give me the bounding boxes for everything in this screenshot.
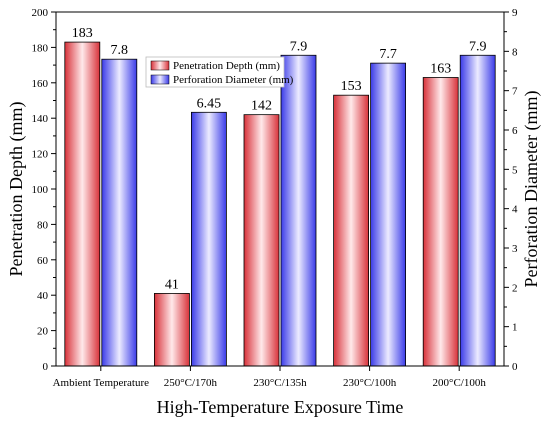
data-label-perforation-diameter: 7.7	[379, 47, 397, 62]
bar-perforation-diameter	[459, 54, 496, 367]
right-tick-label: 7	[512, 86, 518, 98]
left-tick-label: 0	[43, 361, 49, 373]
x-tick-label: 250°C/170h	[164, 377, 218, 389]
right-tick-label: 3	[512, 243, 518, 255]
data-label-perforation-diameter: 7.8	[111, 43, 129, 58]
right-tick-label: 0	[512, 361, 518, 373]
data-labels-layer: 183 7.8 41 6.45 142 7.9 153 7.7 163 7.9	[72, 26, 487, 292]
x-tick-label: Ambient Temperature	[53, 377, 150, 389]
bar-perforation-diameter	[280, 54, 317, 367]
x-axis-title: High-Temperature Exposure Time	[157, 397, 404, 417]
left-tick-label: 160	[32, 78, 49, 90]
right-tick-label: 9	[512, 7, 518, 19]
data-label-perforation-diameter: 7.9	[290, 39, 308, 54]
legend-swatch-penetration-depth	[150, 60, 170, 71]
left-tick-label: 180	[32, 42, 49, 54]
data-label-penetration-depth: 163	[430, 61, 451, 76]
right-tick-label: 5	[512, 164, 518, 176]
data-label-penetration-depth: 142	[251, 99, 272, 114]
x-tick-label: 200°C/100h	[433, 377, 487, 389]
legend-label-penetration-depth: Penetration Depth (mm)	[173, 60, 280, 72]
right-tick-label: 6	[512, 125, 518, 137]
y2-axis-title: Perforation Diameter (mm)	[521, 91, 542, 288]
right-tick-label: 1	[512, 322, 518, 334]
data-label-penetration-depth: 41	[165, 277, 179, 292]
y-axis-title: Penetration Depth (mm)	[6, 102, 27, 277]
legend: Penetration Depth (mm) Perforation Diame…	[145, 56, 294, 88]
right-tick-label: 2	[512, 282, 518, 294]
x-axis-ticks: Ambient Temperature 250°C/170h 230°C/135h 2…	[53, 366, 487, 389]
left-tick-label: 120	[32, 149, 49, 161]
bar-perforation-diameter	[370, 62, 407, 367]
left-tick-label: 200	[32, 7, 49, 19]
left-tick-label: 40	[37, 290, 49, 302]
right-axis-ticks: 0 1 2 3 4 5 6 7 8 9	[504, 7, 518, 373]
data-label-penetration-depth: 153	[341, 79, 362, 94]
left-tick-label: 80	[37, 219, 49, 231]
bar-perforation-diameter	[101, 58, 138, 367]
legend-label-perforation-diameter: Perforation Diameter (mm)	[173, 74, 294, 86]
bar-penetration-depth	[422, 77, 459, 367]
bar-penetration-depth	[243, 114, 280, 367]
bars-layer	[64, 41, 496, 367]
x-tick-label: 230°C/100h	[343, 377, 397, 389]
left-tick-label: 60	[37, 255, 49, 267]
bar-penetration-depth	[153, 293, 190, 367]
data-label-penetration-depth: 183	[72, 26, 93, 41]
left-axis-ticks: 0 20 40 60 80 100 120 140 160 180 200	[32, 7, 56, 373]
bar-penetration-depth	[64, 41, 101, 367]
bar-penetration-depth	[333, 94, 370, 367]
right-tick-label: 4	[512, 204, 518, 216]
right-tick-label: 8	[512, 46, 518, 58]
legend-swatch-perforation-diameter	[150, 74, 170, 85]
left-tick-label: 20	[37, 326, 49, 338]
left-tick-label: 140	[32, 113, 49, 125]
data-label-perforation-diameter: 6.45	[197, 96, 222, 111]
x-tick-label: 230°C/135h	[253, 377, 307, 389]
left-tick-label: 100	[32, 184, 49, 196]
data-label-perforation-diameter: 7.9	[469, 39, 487, 54]
bar-perforation-diameter	[190, 111, 227, 367]
